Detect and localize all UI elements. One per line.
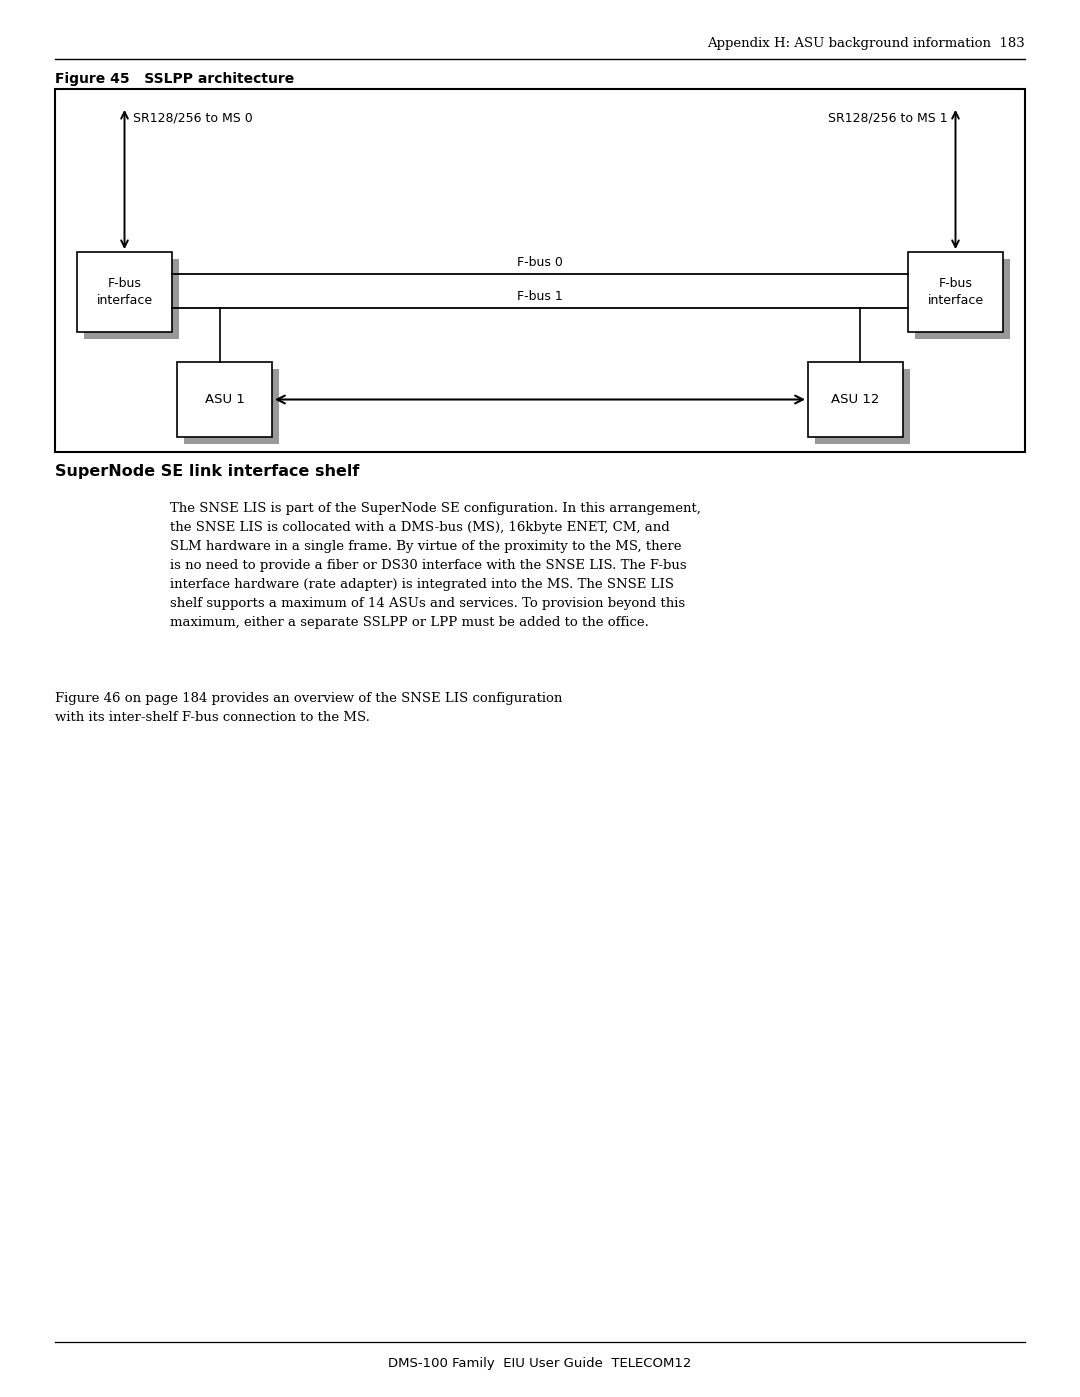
- Bar: [915, 258, 1010, 339]
- Text: ASU 1: ASU 1: [204, 393, 244, 407]
- Bar: [177, 362, 272, 437]
- Text: Appendix H: ASU background information  183: Appendix H: ASU background information 1…: [707, 36, 1025, 50]
- Text: Figure 45   SSLPP architecture: Figure 45 SSLPP architecture: [55, 73, 294, 87]
- Text: The SNSE LIS is part of the SuperNode SE configuration. In this arrangement,
the: The SNSE LIS is part of the SuperNode SE…: [170, 502, 701, 629]
- Text: Figure 46 on page 184 provides an overview of the SNSE LIS configuration
with it: Figure 46 on page 184 provides an overvi…: [55, 692, 563, 724]
- Text: SR128/256 to MS 0: SR128/256 to MS 0: [133, 110, 253, 124]
- Bar: [908, 251, 1003, 332]
- Text: ASU 12: ASU 12: [832, 393, 880, 407]
- Text: F-bus 0: F-bus 0: [517, 257, 563, 270]
- Text: SR128/256 to MS 1: SR128/256 to MS 1: [828, 110, 947, 124]
- Text: F-bus
interface: F-bus interface: [928, 277, 984, 307]
- Bar: [55, 89, 1025, 453]
- Text: F-bus 1: F-bus 1: [517, 291, 563, 303]
- Text: SuperNode SE link interface shelf: SuperNode SE link interface shelf: [55, 464, 360, 479]
- Bar: [77, 251, 172, 332]
- Bar: [84, 258, 179, 339]
- Bar: [815, 369, 910, 444]
- Text: DMS-100 Family  EIU User Guide  TELECOM12: DMS-100 Family EIU User Guide TELECOM12: [389, 1356, 691, 1370]
- Bar: [808, 362, 903, 437]
- Text: F-bus
interface: F-bus interface: [96, 277, 152, 307]
- Bar: [184, 369, 279, 444]
